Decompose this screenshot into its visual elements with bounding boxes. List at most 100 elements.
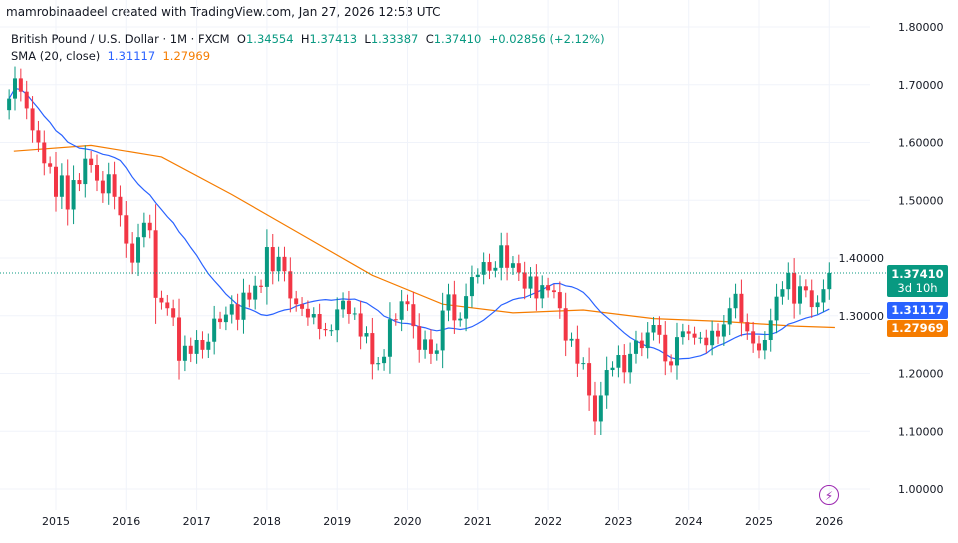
candle-body	[669, 361, 674, 366]
candle	[399, 289, 404, 332]
x-tick-label: 2018	[253, 515, 281, 528]
candle	[428, 329, 433, 364]
high-value: 1.37413	[309, 32, 358, 46]
candle-body	[493, 267, 498, 271]
x-tick-label: 2017	[183, 515, 211, 528]
candle-body	[516, 263, 521, 273]
candle-body	[323, 329, 328, 331]
candle	[165, 294, 170, 316]
candle	[639, 332, 644, 357]
candle	[36, 120, 41, 152]
low-label: L	[364, 32, 371, 46]
candle-body	[534, 276, 539, 299]
candle-body	[481, 262, 486, 275]
candle	[698, 331, 703, 344]
candle-body	[346, 300, 351, 315]
candle-body	[674, 337, 679, 366]
candle-body	[182, 345, 187, 361]
candle-body	[458, 318, 463, 321]
candle	[792, 258, 797, 319]
candle	[827, 262, 832, 300]
candle-body	[387, 319, 392, 357]
candle-body	[288, 271, 293, 299]
candle-body	[464, 296, 469, 319]
candle-body	[452, 294, 457, 321]
candle	[229, 295, 234, 324]
y-tick-label-backing	[838, 308, 885, 323]
candle	[417, 313, 422, 363]
x-tick-label: 2023	[604, 515, 632, 528]
candle	[651, 316, 656, 341]
candle	[452, 280, 457, 334]
symbol-legend: British Pound / U.S. Dollar · 1M · FXCM …	[11, 31, 605, 48]
candle-body	[59, 175, 64, 197]
candle	[499, 232, 504, 281]
lightning-icon[interactable]: ⚡	[819, 485, 839, 505]
candle	[42, 130, 47, 176]
candle	[692, 326, 697, 345]
candle	[294, 290, 299, 312]
candle-body	[36, 130, 41, 143]
candle	[680, 323, 685, 345]
candle-body	[592, 395, 597, 422]
candle	[282, 246, 287, 282]
y-tick-label-backing	[838, 251, 885, 265]
candle-body	[83, 158, 88, 185]
candle-body	[510, 263, 515, 268]
candle-body	[639, 340, 644, 349]
candle	[774, 283, 779, 334]
candle-body	[77, 180, 82, 185]
sma-legend[interactable]: SMA (20, close) 1.31117 1.27969	[11, 48, 605, 65]
candle-body	[721, 324, 726, 337]
candle	[253, 275, 258, 310]
candle	[546, 277, 551, 298]
candle-body	[423, 339, 428, 350]
candle-body	[171, 308, 176, 318]
candle-body	[581, 363, 586, 365]
candle	[270, 233, 275, 285]
candle-body	[124, 215, 129, 244]
candle-body	[598, 395, 603, 422]
candle-body	[739, 293, 744, 323]
change-value: +0.02856 (+2.12%)	[488, 32, 605, 46]
candle	[364, 326, 369, 344]
candle	[733, 283, 738, 319]
candle-body	[405, 301, 410, 305]
x-tick-label: 2019	[323, 515, 351, 528]
candle-body	[311, 314, 316, 318]
candle	[112, 161, 117, 210]
candle-body	[100, 180, 105, 194]
candle	[762, 331, 767, 360]
candle-body	[792, 273, 797, 304]
candle-body	[680, 331, 685, 338]
candle	[616, 345, 621, 378]
x-tick-label: 2024	[675, 515, 703, 528]
candle-body	[440, 310, 445, 351]
candle	[809, 279, 814, 318]
candle	[434, 343, 439, 361]
candle-body	[663, 334, 668, 362]
candle	[106, 162, 111, 205]
candle-body	[686, 331, 691, 334]
candle-body	[188, 345, 193, 354]
candle-body	[130, 243, 135, 263]
candle	[141, 212, 146, 248]
candle-body	[229, 304, 234, 315]
candle-body	[569, 338, 574, 341]
candle-body	[305, 308, 310, 318]
candle-body	[610, 367, 615, 371]
candle-body	[651, 324, 656, 333]
candle	[446, 283, 451, 322]
candle	[95, 154, 100, 192]
candle	[628, 342, 633, 384]
candle	[757, 335, 761, 359]
candle-body	[551, 290, 556, 293]
candle	[464, 283, 469, 332]
candle-body	[247, 292, 252, 300]
candle-body	[65, 175, 70, 210]
candle	[745, 313, 750, 340]
candle-body	[751, 331, 756, 344]
candle-body	[704, 337, 709, 346]
candle	[581, 357, 586, 370]
